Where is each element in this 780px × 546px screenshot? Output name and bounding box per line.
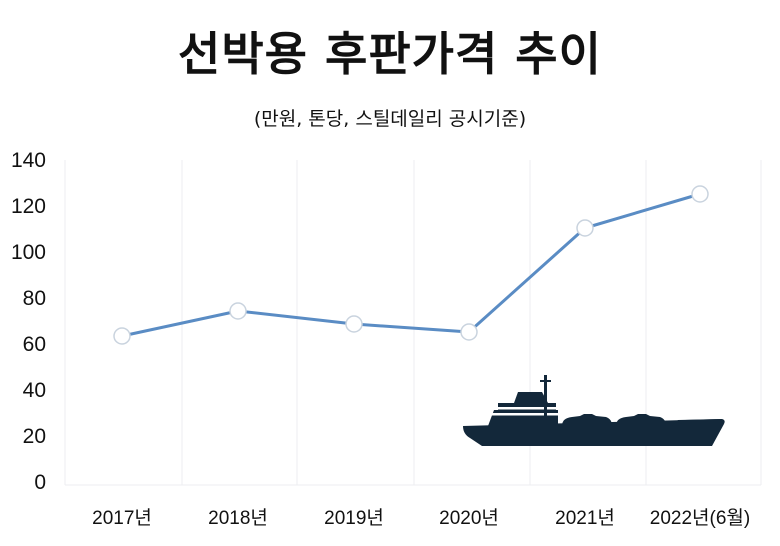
data-markers xyxy=(113,185,709,345)
data-point-2017[interactable] xyxy=(113,327,131,345)
y-tick-label: 60 xyxy=(22,333,46,356)
x-tick-label: 2020년 xyxy=(439,508,499,529)
chart-title: 선박용 후판가격 추이 xyxy=(178,27,602,81)
y-tick-label: 100 xyxy=(10,241,46,264)
x-tick-label: 2019년 xyxy=(324,508,384,529)
data-point-2019[interactable] xyxy=(345,315,363,333)
data-point-2018[interactable] xyxy=(229,302,247,320)
y-tick-label: 140 xyxy=(10,149,46,172)
y-tick-label: 120 xyxy=(10,195,46,218)
y-tick-label: 80 xyxy=(22,287,46,310)
x-tick-label: 2018년 xyxy=(208,508,268,529)
x-tick-label: 2017년 xyxy=(92,508,152,529)
y-tick-label: 0 xyxy=(34,471,46,494)
data-point-2021[interactable] xyxy=(576,219,594,237)
chart-subtitle: (만원, 톤당, 스틸데일리 공시기준) xyxy=(253,108,527,130)
data-point-2022[interactable] xyxy=(691,185,709,203)
y-tick-label: 40 xyxy=(22,379,46,402)
data-point-2020[interactable] xyxy=(460,323,478,341)
price-line xyxy=(121,192,701,338)
y-tick-label: 20 xyxy=(22,425,46,448)
x-tick-label: 2022년(6월) xyxy=(649,508,751,529)
x-tick-label: 2021년 xyxy=(555,508,615,529)
ship-icon xyxy=(463,375,725,446)
